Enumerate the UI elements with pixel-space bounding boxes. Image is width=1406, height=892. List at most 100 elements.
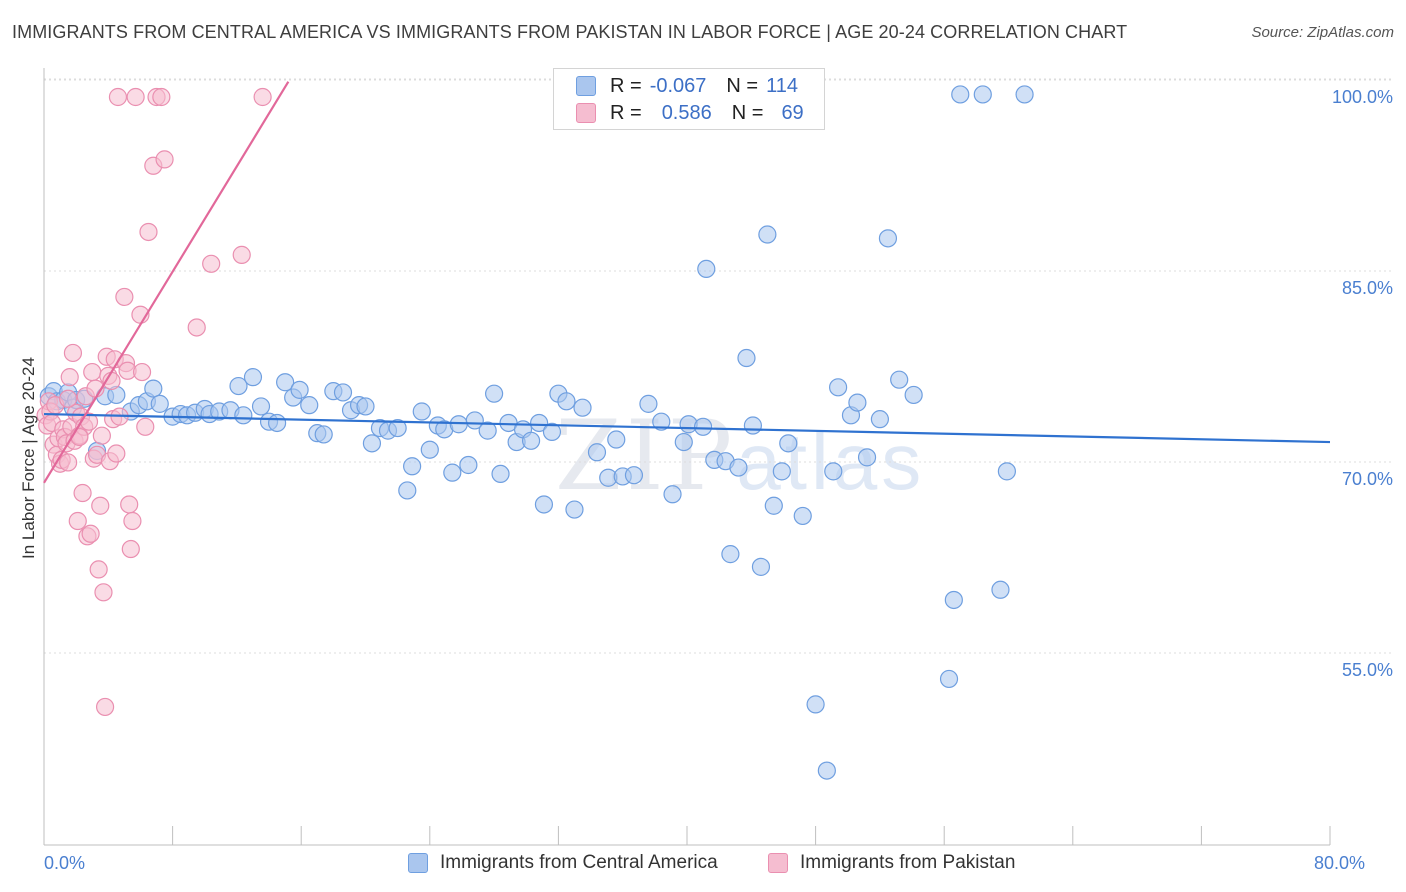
data-point bbox=[388, 418, 407, 438]
y-tick-label: 70.0% bbox=[1342, 469, 1393, 489]
data-point bbox=[806, 695, 825, 714]
data-point bbox=[92, 426, 111, 445]
data-point bbox=[139, 222, 158, 242]
legend-item-central-america: Immigrants from Central America bbox=[408, 852, 718, 874]
data-point bbox=[362, 434, 382, 453]
data-point bbox=[772, 462, 791, 481]
legend-row-pakistan: R = 0.586 N = 69 bbox=[576, 100, 804, 126]
data-point bbox=[412, 402, 431, 421]
y-tick-label: 100.0% bbox=[1332, 87, 1393, 107]
legend-label-pakistan: Immigrants from Pakistan bbox=[800, 852, 1016, 873]
data-point bbox=[123, 511, 142, 531]
data-point bbox=[420, 440, 439, 459]
data-point bbox=[243, 368, 263, 387]
y-tick-label: 55.0% bbox=[1342, 660, 1393, 680]
data-point bbox=[150, 394, 169, 413]
r-value: -0.067 bbox=[649, 74, 707, 97]
y-axis-label: In Labor Force | Age 20-24 bbox=[19, 357, 38, 559]
data-point bbox=[120, 495, 139, 514]
data-point bbox=[94, 583, 113, 602]
correlation-legend: R = -0.067 N = 114 R = 0.586 N = 69 bbox=[553, 68, 825, 130]
data-point bbox=[944, 590, 963, 610]
data-point bbox=[764, 496, 783, 515]
series-0-points bbox=[39, 85, 1034, 780]
data-point bbox=[779, 434, 798, 453]
data-point bbox=[108, 87, 128, 107]
data-point bbox=[155, 150, 174, 169]
data-point bbox=[83, 362, 102, 382]
trend-lines bbox=[43, 81, 1331, 484]
data-point bbox=[939, 669, 959, 689]
data-point bbox=[459, 455, 478, 475]
data-point bbox=[70, 427, 89, 447]
trend-line-series-1 bbox=[43, 81, 290, 484]
data-point bbox=[232, 245, 251, 264]
data-point bbox=[904, 385, 923, 405]
data-point bbox=[697, 259, 716, 278]
data-point bbox=[890, 370, 909, 389]
data-point bbox=[878, 229, 898, 248]
data-point bbox=[829, 378, 848, 397]
data-point bbox=[187, 318, 206, 337]
data-point bbox=[491, 464, 510, 484]
data-point bbox=[333, 383, 353, 402]
source-label: Source: ZipAtlas.com bbox=[1251, 24, 1394, 41]
data-point bbox=[443, 463, 462, 482]
data-point bbox=[639, 394, 658, 413]
data-point bbox=[59, 453, 78, 472]
data-point bbox=[126, 87, 145, 107]
data-point bbox=[202, 254, 221, 273]
data-point bbox=[1015, 85, 1034, 104]
data-point bbox=[91, 496, 110, 515]
data-point bbox=[848, 393, 867, 412]
n-value: 114 bbox=[766, 74, 798, 97]
data-point bbox=[314, 425, 333, 444]
data-point bbox=[624, 466, 644, 485]
y-tick-label: 85.0% bbox=[1342, 278, 1393, 298]
data-point bbox=[530, 413, 549, 433]
data-point bbox=[857, 448, 877, 467]
data-point bbox=[115, 287, 134, 307]
data-point bbox=[300, 396, 319, 415]
data-point bbox=[751, 557, 771, 576]
data-point bbox=[573, 398, 592, 417]
data-point bbox=[973, 85, 992, 104]
grid-lines bbox=[44, 78, 1392, 654]
data-point bbox=[721, 545, 740, 564]
legend-item-pakistan: Immigrants from Pakistan bbox=[768, 852, 1015, 874]
data-point bbox=[136, 417, 155, 436]
tick-labels: 100.0% 85.0% 70.0% 55.0% 0.0% 80.0% bbox=[44, 87, 1393, 873]
r-label: R = bbox=[610, 74, 642, 97]
data-point bbox=[534, 495, 554, 514]
data-point bbox=[73, 483, 92, 503]
data-point bbox=[465, 411, 484, 430]
data-point bbox=[478, 421, 497, 440]
n-label: N = bbox=[726, 74, 759, 97]
legend-swatch-pakistan bbox=[576, 103, 596, 123]
data-point bbox=[693, 417, 713, 436]
legend-swatch-pakistan bbox=[768, 853, 788, 873]
n-label: N = bbox=[731, 101, 764, 124]
data-point bbox=[251, 397, 271, 416]
data-point bbox=[758, 225, 777, 244]
legend-label-central-america: Immigrants from Central America bbox=[440, 852, 718, 873]
data-point bbox=[557, 392, 576, 411]
legend-row-central-america: R = -0.067 N = 114 bbox=[576, 73, 798, 99]
data-point bbox=[152, 87, 171, 107]
data-point bbox=[63, 343, 83, 363]
data-point bbox=[229, 376, 248, 396]
data-point bbox=[95, 697, 115, 717]
data-point bbox=[737, 348, 756, 368]
data-point bbox=[59, 389, 78, 408]
data-point bbox=[60, 368, 79, 387]
data-point bbox=[290, 380, 309, 399]
data-point bbox=[398, 481, 417, 500]
data-point bbox=[403, 457, 422, 476]
data-point bbox=[674, 432, 693, 452]
data-point bbox=[121, 539, 140, 559]
data-point bbox=[729, 458, 748, 477]
data-point bbox=[234, 406, 253, 425]
data-point bbox=[485, 384, 504, 403]
data-point bbox=[356, 397, 375, 416]
